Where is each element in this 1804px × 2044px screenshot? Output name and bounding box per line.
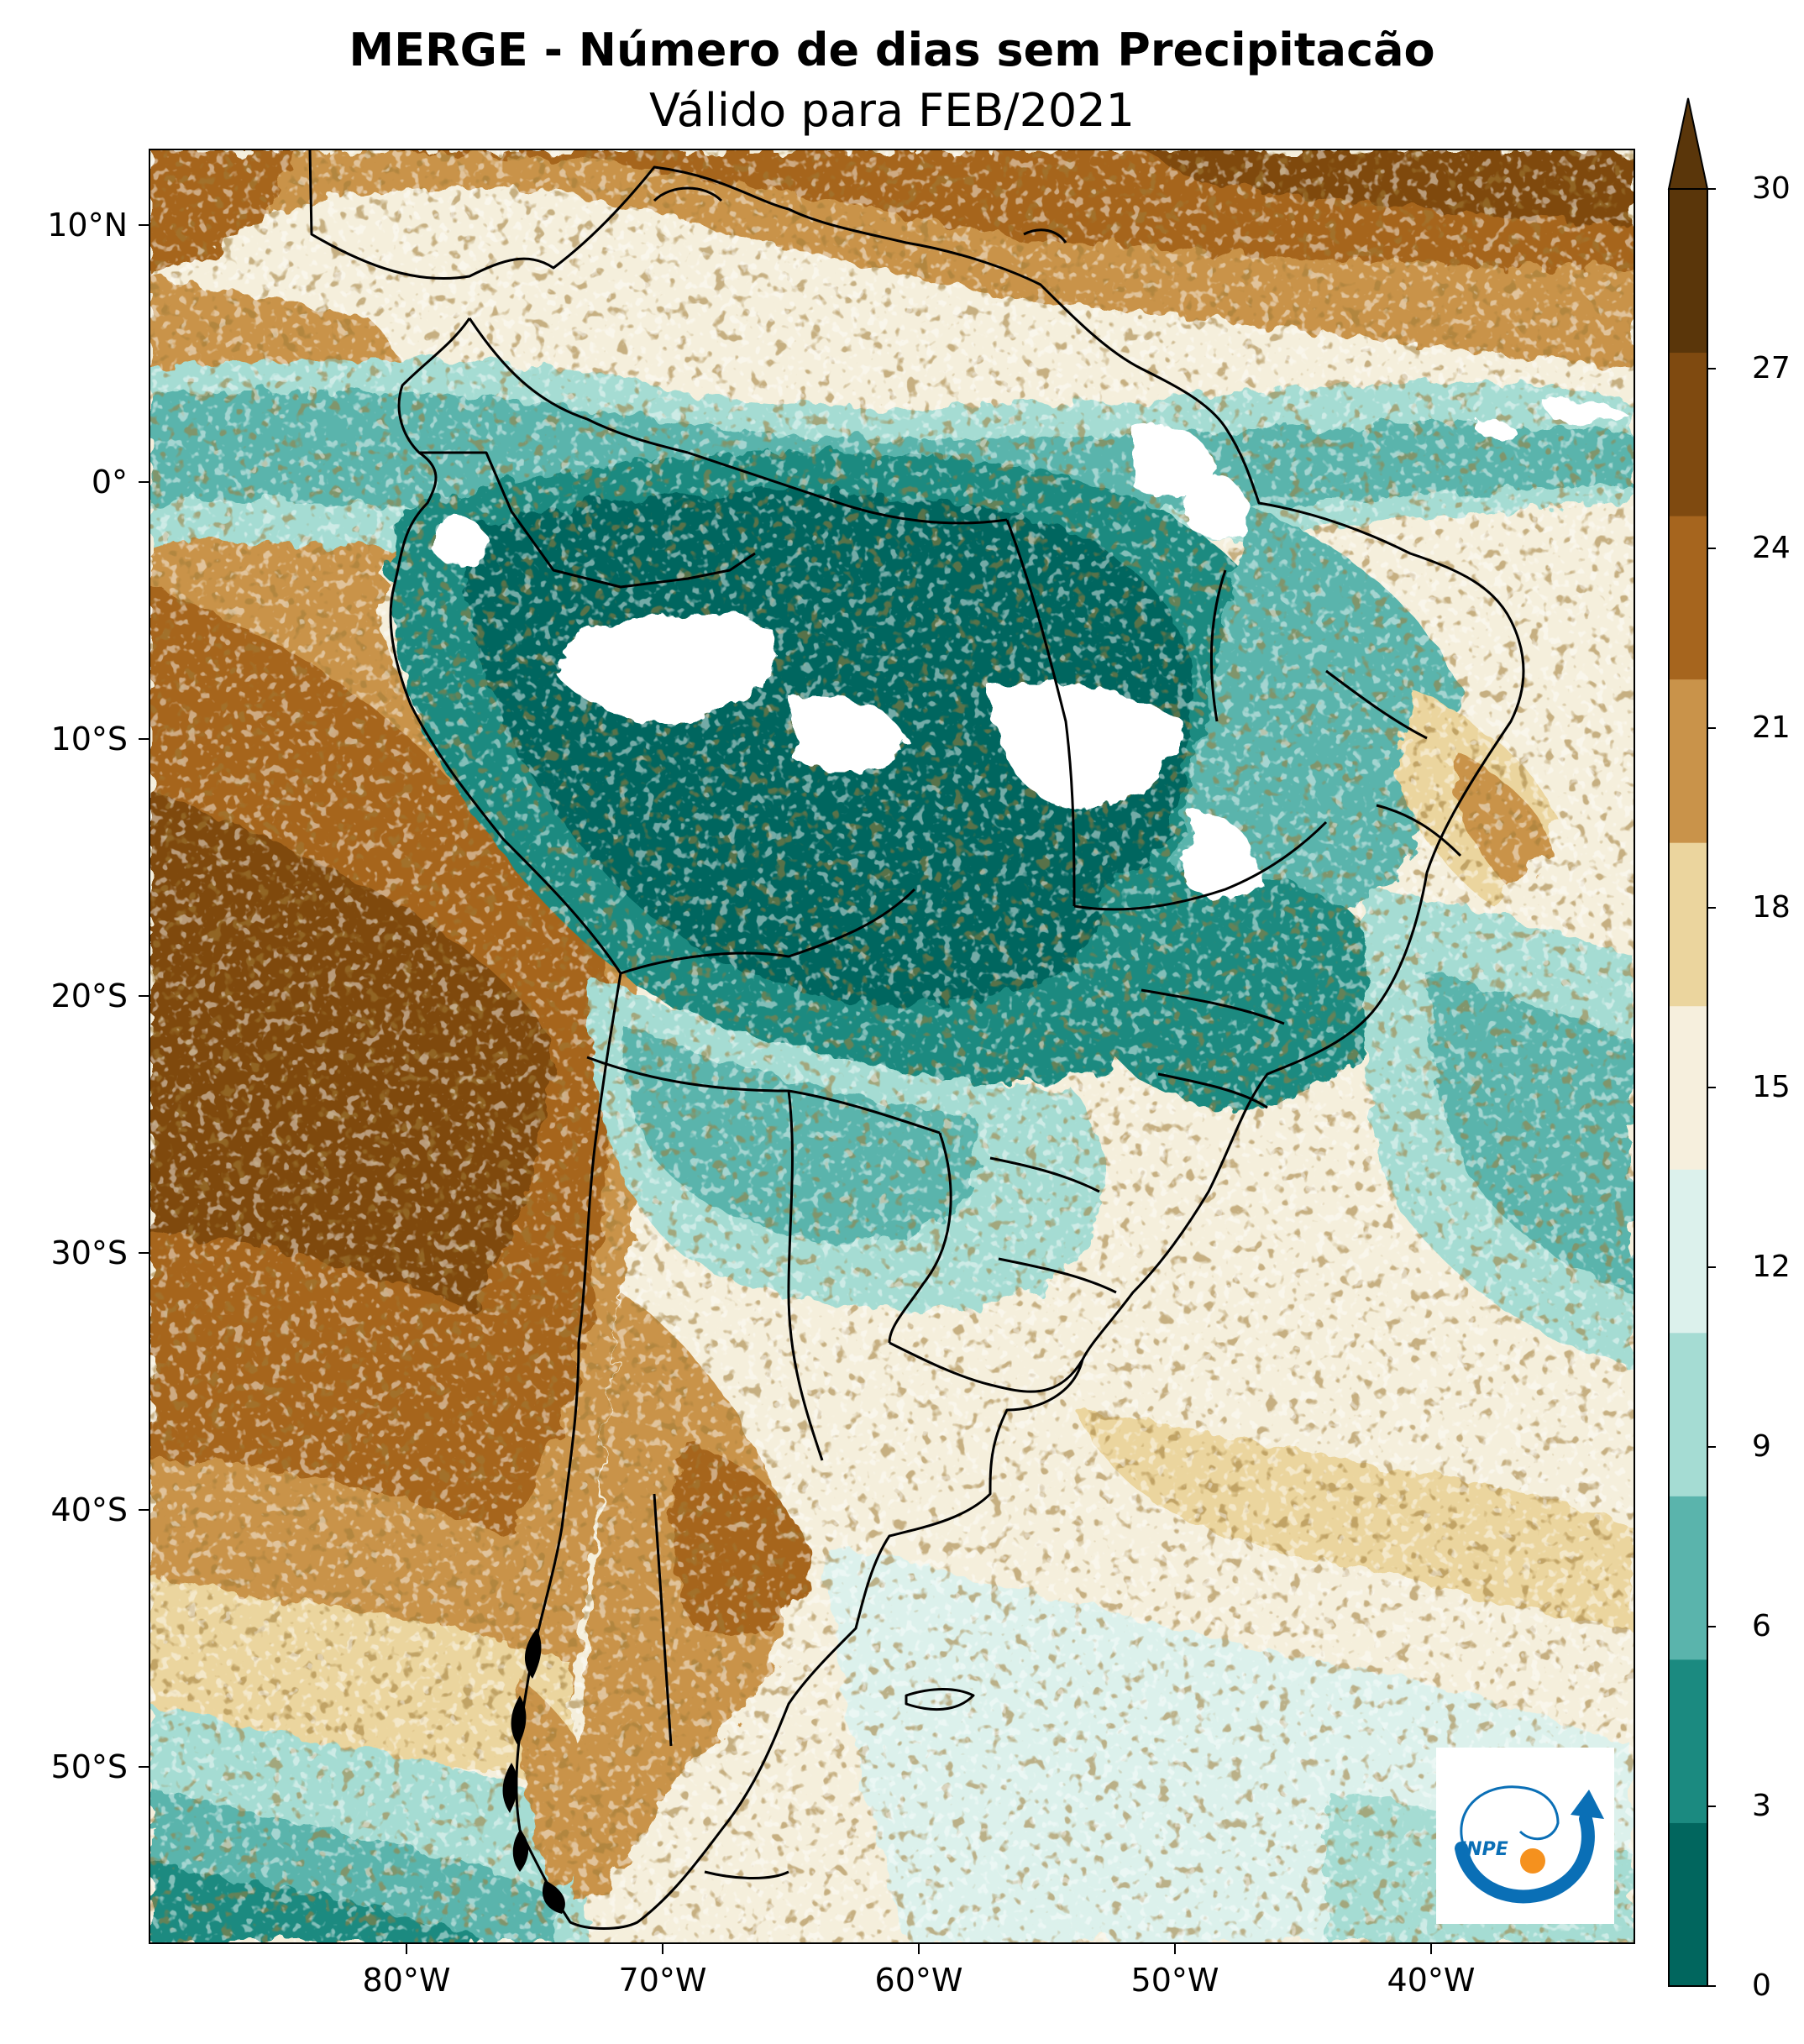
inpe-logo-text: INPE [1460,1839,1508,1860]
map-subtitle: Válido para FEB/2021 [649,84,1135,137]
colorbar-tick-label: 15 [1752,1070,1791,1104]
colorbar-tick-label: 6 [1752,1609,1771,1643]
colorbar-band [1669,679,1707,843]
lat-label-40s: 40°S [50,1491,128,1528]
colorbar-band [1669,1822,1707,1987]
map-panel [149,149,1635,1944]
lon-tick [918,1944,920,1954]
colorbar-tick-label: 18 [1752,890,1791,925]
lat-label-20s: 20°S [50,977,128,1014]
colorbar-tick-label: 9 [1752,1429,1771,1464]
colorbar [1667,97,1716,1987]
lon-tick [1174,1944,1176,1954]
lat-tick [139,1252,149,1254]
colorbar-band [1669,189,1707,354]
inpe-logo: INPE [1436,1748,1614,1924]
colorbar-tick-label: 27 [1752,351,1791,385]
colorbar-band [1669,1169,1707,1334]
lat-label-10s: 10°S [50,721,128,757]
lon-tick [662,1944,663,1954]
precipitation-map [150,150,1634,1942]
colorbar-band [1669,1496,1707,1660]
colorbar-tick-label: 3 [1752,1789,1771,1823]
lat-label-10n: 10°N [47,207,128,244]
colorbar-band [1669,842,1707,1007]
lat-label-30s: 30°S [50,1234,128,1271]
texture-light [150,150,1634,1942]
colorbar-extend-arrow [1667,97,1709,190]
inpe-logo-icon: INPE [1455,1785,1604,1904]
lon-tick [1430,1944,1432,1954]
country-borders [308,150,1525,1930]
lat-tick [139,995,149,997]
colorbar-band [1669,1005,1707,1170]
lat-label-50s: 50°S [50,1748,128,1785]
colorbar-tick-label: 12 [1752,1250,1791,1284]
map-title: MERGE - Número de dias sem Precipitacão [349,24,1435,76]
colorbar-ticks [1707,188,1716,1987]
lat-tick [139,1509,149,1511]
lon-label-60w: 60°W [874,1962,963,1999]
lon-label-40w: 40°W [1387,1962,1476,1999]
colorbar-tick-label: 30 [1752,171,1791,206]
colorbar-tick-label: 21 [1752,710,1791,745]
lat-tick [139,224,149,226]
lon-tick [406,1944,407,1954]
lon-label-80w: 80°W [362,1962,451,1999]
lat-tick [139,738,149,740]
chile-archipelago [502,1628,565,1914]
no-data-areas [432,401,1628,900]
colorbar-band [1669,516,1707,680]
colorbar-band [1669,1659,1707,1823]
colorbar-band [1669,352,1707,516]
colorbar-tick-label: 24 [1752,531,1791,565]
lon-label-70w: 70°W [618,1962,707,1999]
colorbar-tick-label: 0 [1752,1968,1771,2003]
lon-label-50w: 50°W [1130,1962,1219,1999]
colorbar-band [1669,1332,1707,1496]
colorbar-bands [1667,97,1709,1987]
lat-tick [139,1766,149,1768]
lat-tick [139,481,149,483]
lat-label-0: 0° [91,464,128,501]
